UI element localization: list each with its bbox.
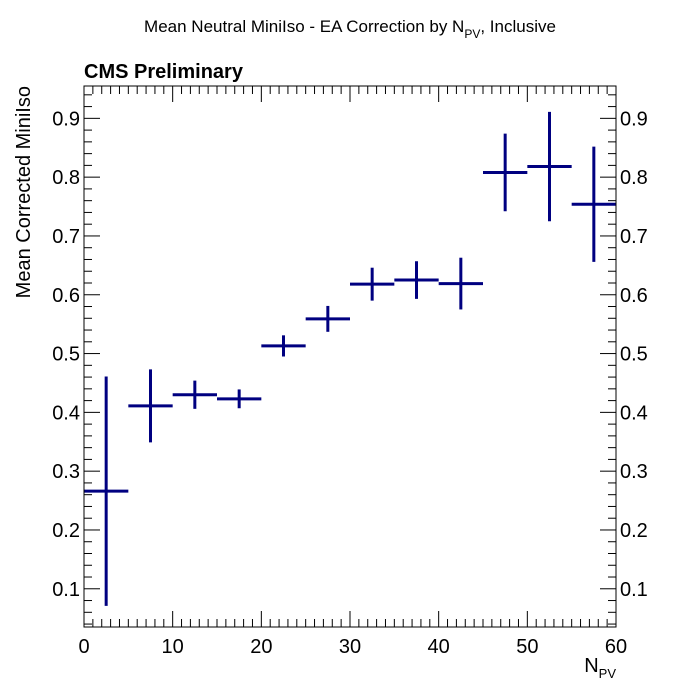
y-tick-label-left: 0.6 bbox=[52, 285, 80, 307]
y-tick-label-right: 0.5 bbox=[620, 344, 648, 366]
y-tick-label-left: 0.1 bbox=[52, 579, 80, 601]
y-tick-label-right: 0.4 bbox=[620, 402, 648, 424]
x-tick-label: 0 bbox=[78, 636, 89, 658]
x-tick-label: 40 bbox=[428, 636, 450, 658]
data-series bbox=[84, 111, 616, 606]
y-tick-label-right: 0.2 bbox=[620, 520, 648, 542]
data-point bbox=[128, 369, 173, 443]
y-tick-label-right: 0.6 bbox=[620, 285, 648, 307]
y-tick-label-right: 0.9 bbox=[620, 108, 648, 130]
y-tick-label-left: 0.4 bbox=[52, 402, 80, 424]
data-point bbox=[217, 389, 262, 409]
data-point bbox=[261, 335, 306, 357]
x-axis-title: NPV bbox=[584, 655, 616, 681]
chart-title-suffix: , Inclusive bbox=[480, 17, 556, 36]
data-point bbox=[527, 111, 572, 222]
y-tick-label-right: 0.7 bbox=[620, 226, 648, 248]
x-tick-label: 20 bbox=[250, 636, 272, 658]
y-axis-title: Mean Corrected MiniIso bbox=[13, 86, 35, 298]
y-tick-label-right: 0.1 bbox=[620, 579, 648, 601]
data-point bbox=[483, 133, 528, 212]
data-point bbox=[571, 146, 616, 262]
x-tick-label: 60 bbox=[605, 636, 627, 658]
chart-title: Mean Neutral MiniIso - EA Correction by … bbox=[144, 17, 556, 41]
x-tick-label: 10 bbox=[162, 636, 184, 658]
y-tick-label-right: 0.8 bbox=[620, 167, 648, 189]
data-point bbox=[438, 257, 483, 310]
y-tick-label-left: 0.7 bbox=[52, 226, 80, 248]
x-tick-label: 50 bbox=[516, 636, 538, 658]
y-tick-label-left: 0.9 bbox=[52, 108, 80, 130]
y-tick-label-left: 0.8 bbox=[52, 167, 80, 189]
data-point bbox=[394, 261, 439, 299]
tick-labels: 0 10 20 30 40 50 60 0.1 0.1 0.2 0.2 0.3 0.3 0.4 0.4 0.5… bbox=[52, 108, 648, 658]
chart-title-main: Mean Neutral MiniIso - EA Correction by … bbox=[144, 17, 464, 36]
data-point bbox=[84, 376, 129, 606]
x-axis-title-subscript: PV bbox=[599, 666, 617, 681]
axis-ticks bbox=[83, 86, 617, 627]
data-point bbox=[305, 305, 350, 332]
x-axis-title-main: N bbox=[584, 655, 598, 677]
y-tick-label-left: 0.5 bbox=[52, 344, 80, 366]
chart-title-subscript: PV bbox=[464, 27, 480, 41]
y-tick-label-left: 0.2 bbox=[52, 520, 80, 542]
y-tick-label-left: 0.3 bbox=[52, 461, 80, 483]
x-tick-label: 30 bbox=[339, 636, 361, 658]
data-point bbox=[350, 267, 395, 301]
data-point bbox=[172, 380, 217, 409]
plot-frame bbox=[83, 85, 617, 628]
y-tick-label-right: 0.3 bbox=[620, 461, 648, 483]
cms-preliminary-label: CMS Preliminary bbox=[84, 61, 244, 83]
